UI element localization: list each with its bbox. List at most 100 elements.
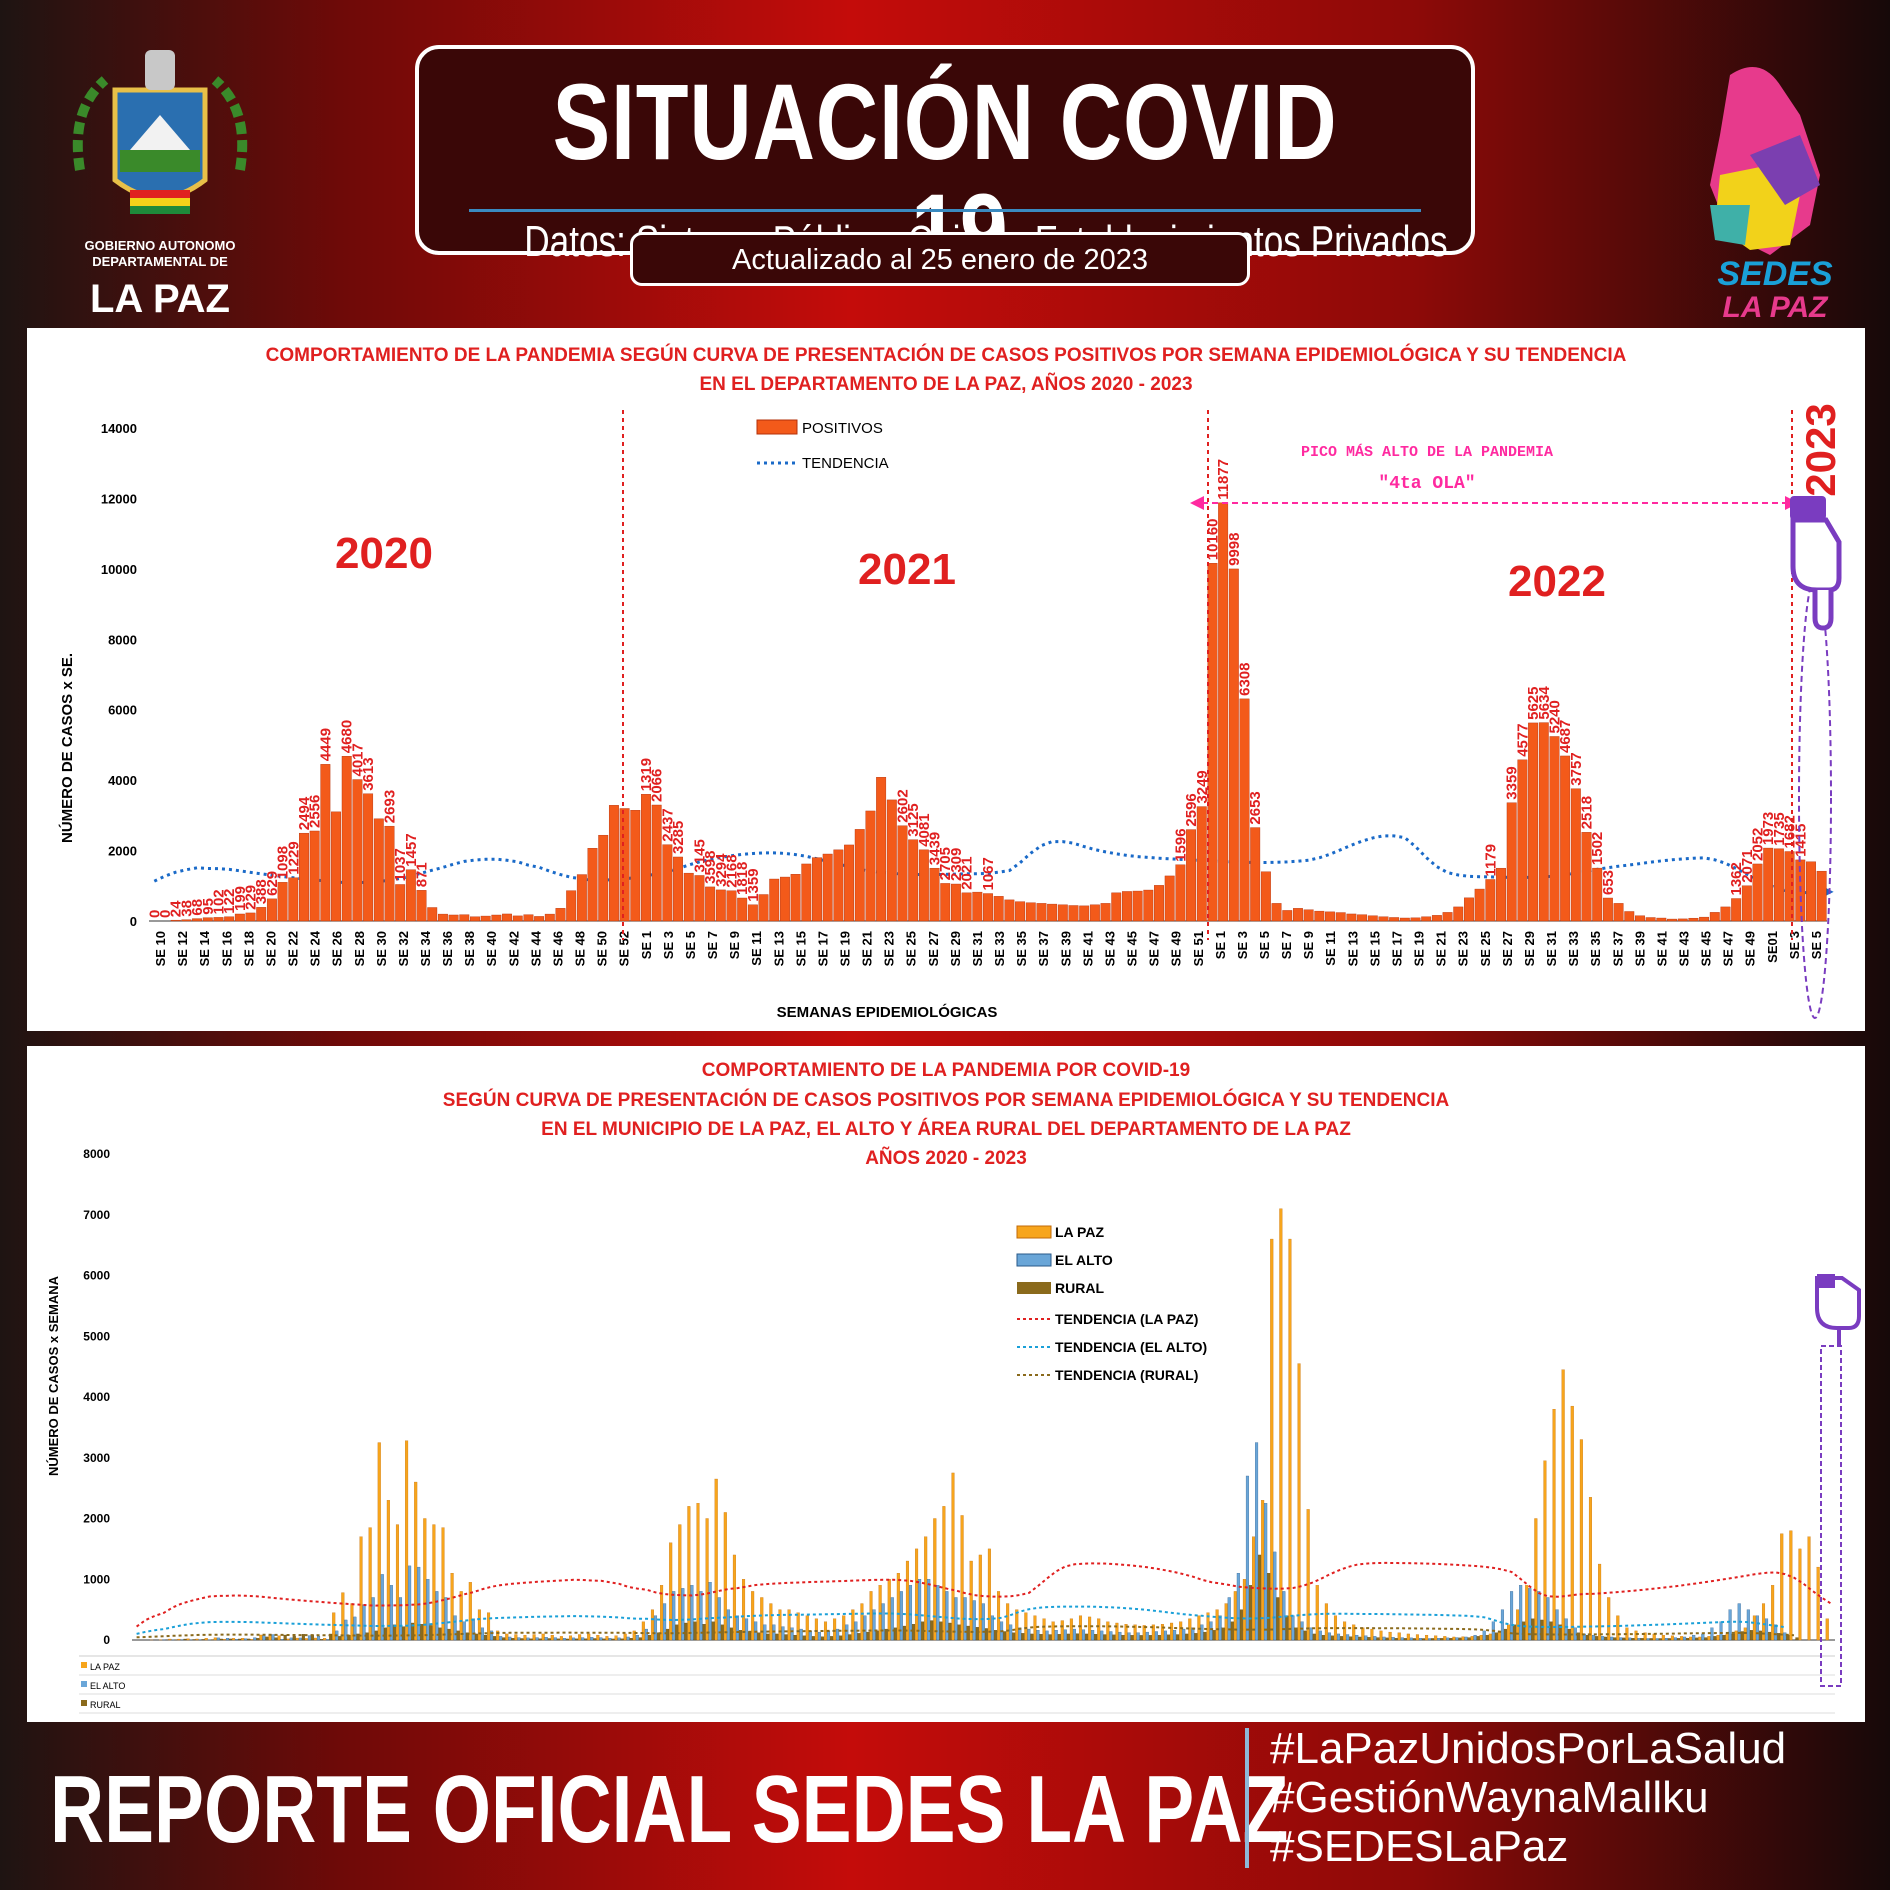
bar-s0-156 xyxy=(1552,1408,1556,1641)
y-tick-6: 12000 xyxy=(101,491,137,506)
bar-16 xyxy=(320,764,331,922)
bar-134 xyxy=(1581,832,1592,922)
bar-s0-17 xyxy=(286,1638,290,1641)
bar-s1-143 xyxy=(1437,1638,1441,1641)
bar-s2-24 xyxy=(356,1633,360,1641)
peak-arrow-left-head xyxy=(1190,496,1204,510)
bar-s2-111 xyxy=(1148,1635,1152,1641)
bar-s1-39 xyxy=(490,1630,494,1641)
bar-s0-143 xyxy=(1434,1635,1438,1641)
bar-s1-45 xyxy=(544,1637,548,1641)
chart-2-data-table: LA PAZ EL ALTO RURAL xyxy=(79,1655,1835,1714)
x-tick-60: SE 25 xyxy=(1478,931,1493,966)
bar-s0-6 xyxy=(186,1638,190,1641)
bar-s0-144 xyxy=(1443,1636,1447,1641)
bar-s0-141 xyxy=(1415,1634,1419,1641)
data-label-46: 11877 xyxy=(1215,459,1232,500)
x-tick-37: SE 31 xyxy=(970,931,985,966)
bar-s2-143 xyxy=(1440,1638,1444,1641)
bar-s1-123 xyxy=(1255,1442,1259,1641)
bar-s0-128 xyxy=(1297,1363,1301,1641)
bar-s2-43 xyxy=(529,1638,533,1641)
bar-s1-51 xyxy=(599,1637,603,1641)
bar-s0-76 xyxy=(823,1621,828,1641)
x-tick-15: SE 40 xyxy=(484,931,499,966)
bar-s2-106 xyxy=(1103,1634,1107,1641)
x-tick-57: SE 19 xyxy=(1412,931,1427,966)
bar-72 xyxy=(918,849,929,922)
x-tick-23: SE 3 xyxy=(661,931,676,959)
bar-62 xyxy=(812,857,822,922)
bar-19 xyxy=(352,779,363,922)
bar-s0-52 xyxy=(605,1636,609,1641)
bar-s2-119 xyxy=(1221,1627,1225,1641)
x-tick-62: SE 29 xyxy=(1522,931,1537,966)
bar-129 xyxy=(1528,722,1539,922)
page-title: SITUACIÓN COVID -19 xyxy=(552,61,1338,287)
bar-s2-115 xyxy=(1185,1633,1189,1641)
bar-s0-56 xyxy=(641,1621,645,1641)
bar-s0-95 xyxy=(997,1591,1001,1641)
bar-56 xyxy=(747,904,758,922)
bar-144 xyxy=(1688,917,1699,922)
bar-24 xyxy=(405,869,416,922)
bar-s1-52 xyxy=(608,1638,612,1641)
bar-s0-30 xyxy=(405,1440,409,1641)
x-tick-21: SE 52 xyxy=(617,931,632,966)
x-tick-74: SE 3 xyxy=(1787,931,1802,959)
bar-39 xyxy=(566,890,577,922)
bar-s2-30 xyxy=(411,1622,415,1641)
bar-s0-14 xyxy=(259,1634,263,1641)
x-tick-34: SE 25 xyxy=(904,931,919,966)
bar-s2-10 xyxy=(228,1638,233,1641)
bar-s1-63 xyxy=(708,1582,712,1641)
x-tick-12: SE 34 xyxy=(418,930,433,966)
bar-s0-121 xyxy=(1233,1591,1237,1641)
bar-84 xyxy=(1047,903,1058,922)
bar-s2-144 xyxy=(1449,1638,1453,1641)
bar-s1-113 xyxy=(1163,1630,1168,1641)
bar-s0-53 xyxy=(614,1635,618,1641)
x-tick-29: SE 15 xyxy=(793,931,808,966)
x-tick-2: SE 14 xyxy=(197,930,212,966)
data-label-42: 1596 xyxy=(1172,828,1189,861)
data-label-5: 95 xyxy=(200,898,217,915)
bar-116 xyxy=(1389,917,1400,922)
bar-s1-54 xyxy=(626,1636,630,1641)
bar-s2-102 xyxy=(1066,1633,1070,1641)
data-label-63: 2052 xyxy=(1750,828,1767,861)
title-rule xyxy=(469,209,1421,212)
legend-el-alto: EL ALTO xyxy=(1055,1252,1113,1268)
bar-s2-126 xyxy=(1285,1615,1289,1641)
bar-s2-42 xyxy=(520,1638,524,1641)
bar-s1-118 xyxy=(1209,1621,1213,1641)
bar-s2-83 xyxy=(893,1627,897,1641)
bar-30 xyxy=(470,916,480,922)
bar-s1-116 xyxy=(1191,1627,1195,1641)
bar-71 xyxy=(908,839,919,922)
bar-s2-91 xyxy=(966,1625,970,1641)
logo-right-line-2: LA PAZ xyxy=(1723,291,1830,324)
data-label-21: 1037 xyxy=(392,848,409,881)
bar-s2-141 xyxy=(1422,1638,1426,1641)
bar-s2-82 xyxy=(884,1628,888,1641)
bar-s2-166 xyxy=(1649,1638,1653,1641)
bar-s2-123 xyxy=(1258,1554,1262,1641)
hashtag-2: #GestiónWaynaMallku xyxy=(1270,1773,1709,1822)
x-tick-55: SE 15 xyxy=(1367,931,1382,966)
data-label-7: 122 xyxy=(221,889,238,914)
data-label-40: 2021 xyxy=(959,856,976,889)
y-tick-2: 4000 xyxy=(108,773,137,788)
peak-annotation-line-2: "4ta OLA" xyxy=(1378,474,1475,494)
bar-s1-133 xyxy=(1346,1634,1350,1641)
bar-s0-127 xyxy=(1288,1238,1292,1641)
bar-s1-99 xyxy=(1036,1630,1040,1641)
bar-s1-44 xyxy=(535,1637,539,1641)
data-label-16: 4449 xyxy=(317,728,334,761)
bar-s0-139 xyxy=(1397,1632,1401,1641)
year-label-2022: 2022 xyxy=(1508,557,1606,606)
bar-s2-158 xyxy=(1576,1632,1580,1641)
data-label-61: 1362 xyxy=(1728,862,1745,895)
bar-s2-6 xyxy=(192,1639,196,1641)
x-tick-7: SE 24 xyxy=(308,930,323,966)
